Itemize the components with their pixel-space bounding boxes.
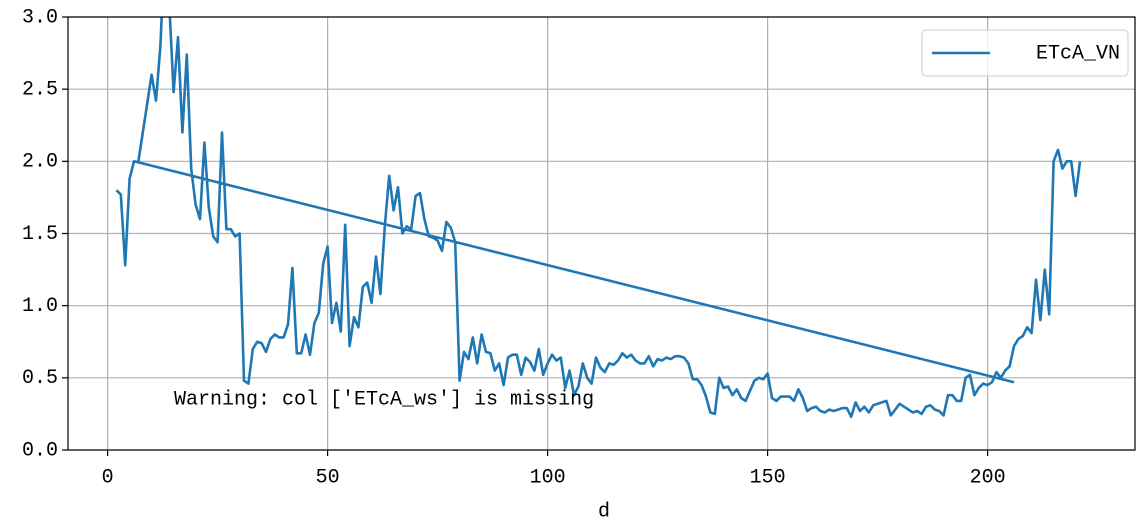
x-axis-label: d: [598, 500, 610, 521]
x-tick-label: 0: [102, 466, 114, 489]
y-tick-label: 1.5: [22, 223, 58, 246]
y-tick-label: 2.5: [22, 78, 58, 101]
x-tick-label: 50: [316, 466, 340, 489]
y-tick-label: 3.0: [22, 6, 58, 29]
data-line: [115, 17, 1082, 419]
y-tick-label: 2.0: [22, 151, 58, 174]
x-tick-label: 150: [750, 466, 786, 489]
x-tick-label: 100: [530, 466, 566, 489]
annotation: Warning: col ['ETcA_ws'] is missing: [174, 388, 594, 411]
legend-label: ETcA_VN: [1036, 42, 1120, 65]
y-tick-label: 0.5: [22, 367, 58, 390]
plot-area: [115, 17, 1082, 419]
y-tick-label: 0.0: [22, 439, 58, 462]
legend-box: [921, 29, 1129, 77]
x-tick-label: 200: [970, 466, 1006, 489]
y-tick-label: 1.0: [22, 295, 58, 318]
axes-frame: [67, 16, 1136, 451]
